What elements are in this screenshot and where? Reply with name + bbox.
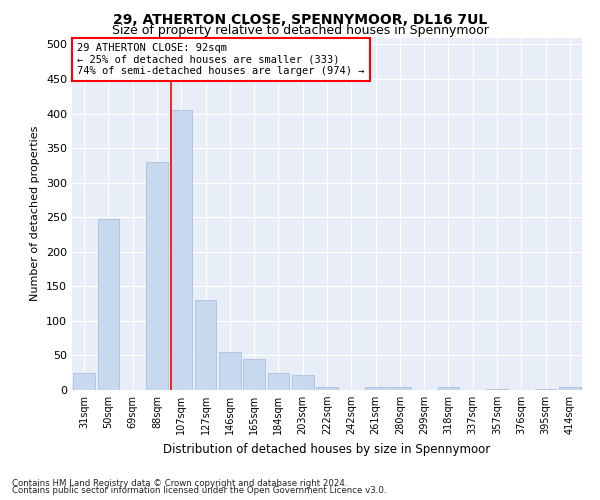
Bar <box>97 218 119 390</box>
Bar <box>559 386 581 390</box>
Bar <box>194 300 217 390</box>
Bar <box>170 110 192 390</box>
Bar <box>292 375 314 390</box>
Bar <box>73 372 95 390</box>
X-axis label: Distribution of detached houses by size in Spennymoor: Distribution of detached houses by size … <box>163 442 491 456</box>
Y-axis label: Number of detached properties: Number of detached properties <box>31 126 40 302</box>
Bar <box>486 388 508 390</box>
Bar <box>389 386 411 390</box>
Text: 29 ATHERTON CLOSE: 92sqm
← 25% of detached houses are smaller (333)
74% of semi-: 29 ATHERTON CLOSE: 92sqm ← 25% of detach… <box>77 43 365 76</box>
Bar <box>146 162 168 390</box>
Bar <box>268 372 289 390</box>
Bar <box>437 386 460 390</box>
Text: Contains public sector information licensed under the Open Government Licence v3: Contains public sector information licen… <box>12 486 386 495</box>
Bar <box>365 386 386 390</box>
Bar <box>243 359 265 390</box>
Bar <box>316 386 338 390</box>
Text: Contains HM Land Registry data © Crown copyright and database right 2024.: Contains HM Land Registry data © Crown c… <box>12 478 347 488</box>
Text: Size of property relative to detached houses in Spennymoor: Size of property relative to detached ho… <box>112 24 488 37</box>
Bar <box>535 388 556 390</box>
Text: 29, ATHERTON CLOSE, SPENNYMOOR, DL16 7UL: 29, ATHERTON CLOSE, SPENNYMOOR, DL16 7UL <box>113 12 487 26</box>
Bar <box>219 352 241 390</box>
